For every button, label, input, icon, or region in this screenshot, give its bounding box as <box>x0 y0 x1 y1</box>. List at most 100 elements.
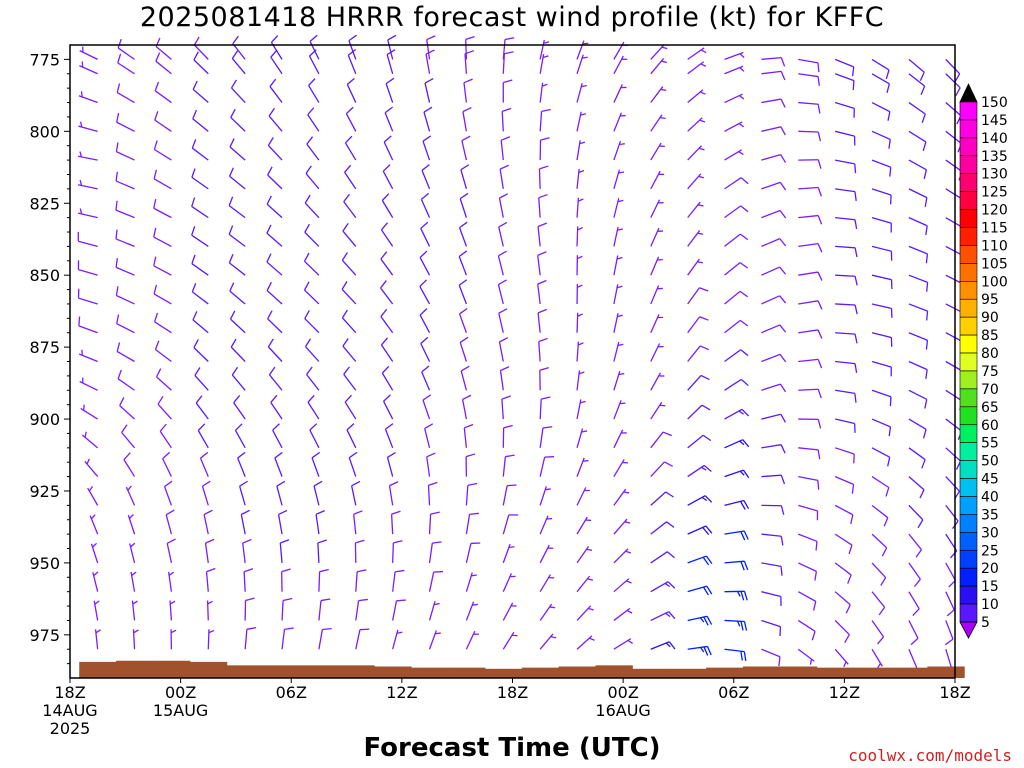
barb-staff <box>835 332 856 335</box>
barb-feather <box>284 627 294 631</box>
barb-staff <box>463 427 468 448</box>
wind-barb <box>613 55 628 75</box>
barb-staff <box>419 314 431 334</box>
barb-feather <box>123 452 131 461</box>
barb-feather <box>854 219 858 230</box>
barb-staff <box>539 399 542 420</box>
barb-staff <box>798 214 819 219</box>
wind-barb <box>576 370 585 391</box>
barb-staff <box>78 325 98 334</box>
credit-link[interactable]: coolwx.com/models <box>848 746 1012 765</box>
wind-barb <box>871 620 885 645</box>
wind-barb <box>613 488 630 506</box>
barb-feather <box>817 389 822 399</box>
barb-staff <box>231 58 246 75</box>
barb-feather <box>311 451 321 459</box>
barb-feather <box>926 311 929 321</box>
colorbar-swatch <box>959 298 978 318</box>
wind-barb <box>871 130 891 149</box>
wind-barb <box>244 597 255 621</box>
barb-staff <box>193 59 209 75</box>
barb-feather <box>270 35 279 43</box>
barb-staff <box>428 571 435 592</box>
wind-barb <box>387 34 397 60</box>
barb-staff <box>345 113 357 132</box>
wind-barb <box>230 108 246 132</box>
wind-barb <box>84 458 99 478</box>
wind-barb <box>945 476 960 500</box>
wind-barb <box>576 197 584 218</box>
barb-staff <box>304 318 320 334</box>
wind-barb <box>687 316 709 334</box>
barb-feather <box>270 49 278 58</box>
wind-barb <box>382 394 394 420</box>
barb-staff <box>834 58 854 68</box>
wind-barb <box>347 49 357 75</box>
barb-staff <box>123 459 136 477</box>
barb-feather <box>738 151 744 156</box>
barb-staff <box>116 151 135 161</box>
barb-staff <box>304 202 320 219</box>
wind-barb <box>191 139 209 161</box>
wind-barb <box>130 571 137 592</box>
wind-barb <box>266 281 283 305</box>
wind-barb <box>465 482 478 506</box>
wind-barb <box>576 168 585 189</box>
wind-barb <box>318 598 331 621</box>
wind-barb <box>344 164 357 190</box>
wind-barb <box>153 284 172 305</box>
barb-staff <box>498 313 504 333</box>
barb-feather <box>945 638 954 646</box>
barb-staff <box>798 329 819 334</box>
wind-barb <box>798 186 822 197</box>
wind-barb <box>77 260 98 276</box>
barb-staff <box>154 148 172 161</box>
barb-feather <box>848 544 853 555</box>
barb-feather <box>925 340 929 350</box>
barb-feather <box>923 169 928 180</box>
barb-staff <box>458 285 468 305</box>
barb-feather <box>192 109 198 119</box>
barb-staff <box>871 130 891 141</box>
barb-feather <box>127 485 132 491</box>
wind-barb <box>121 424 136 449</box>
wind-barb <box>502 37 515 60</box>
colorbar-label: 50 <box>981 454 999 470</box>
barb-feather <box>193 339 199 348</box>
barb-staff <box>159 430 172 449</box>
x-tick-label: 00Z <box>165 683 196 702</box>
wind-barb <box>650 44 668 60</box>
barb-staff <box>458 256 468 276</box>
barb-feather <box>626 580 632 584</box>
colorbar-label: 15 <box>981 579 999 595</box>
barb-feather <box>208 629 215 634</box>
barb-staff <box>834 130 855 137</box>
barb-feather <box>117 38 122 49</box>
barb-staff <box>724 233 741 247</box>
wind-barb <box>78 349 98 363</box>
wind-barb <box>191 282 209 305</box>
barb-feather <box>309 423 318 431</box>
wind-barb <box>465 512 479 535</box>
wind-barb <box>798 388 822 399</box>
wind-barb <box>650 142 665 161</box>
barb-feather <box>233 395 241 404</box>
barb-feather <box>383 394 391 402</box>
wind-barb <box>650 343 664 362</box>
barb-feather <box>886 83 890 93</box>
barb-feather <box>850 514 854 525</box>
barb-staff <box>266 290 283 305</box>
barb-feather <box>462 394 472 400</box>
wind-barb <box>501 395 511 420</box>
barb-feather <box>878 606 886 616</box>
barb-staff <box>228 205 246 219</box>
barb-feather <box>701 404 711 411</box>
y-tick-label: 850 <box>29 266 60 285</box>
barb-staff <box>281 629 286 650</box>
barb-feather <box>305 165 312 174</box>
wind-barb <box>193 51 209 75</box>
wind-barb <box>724 619 748 631</box>
barb-staff <box>116 350 135 363</box>
barb-staff <box>380 258 394 276</box>
barb-feather <box>883 517 889 527</box>
